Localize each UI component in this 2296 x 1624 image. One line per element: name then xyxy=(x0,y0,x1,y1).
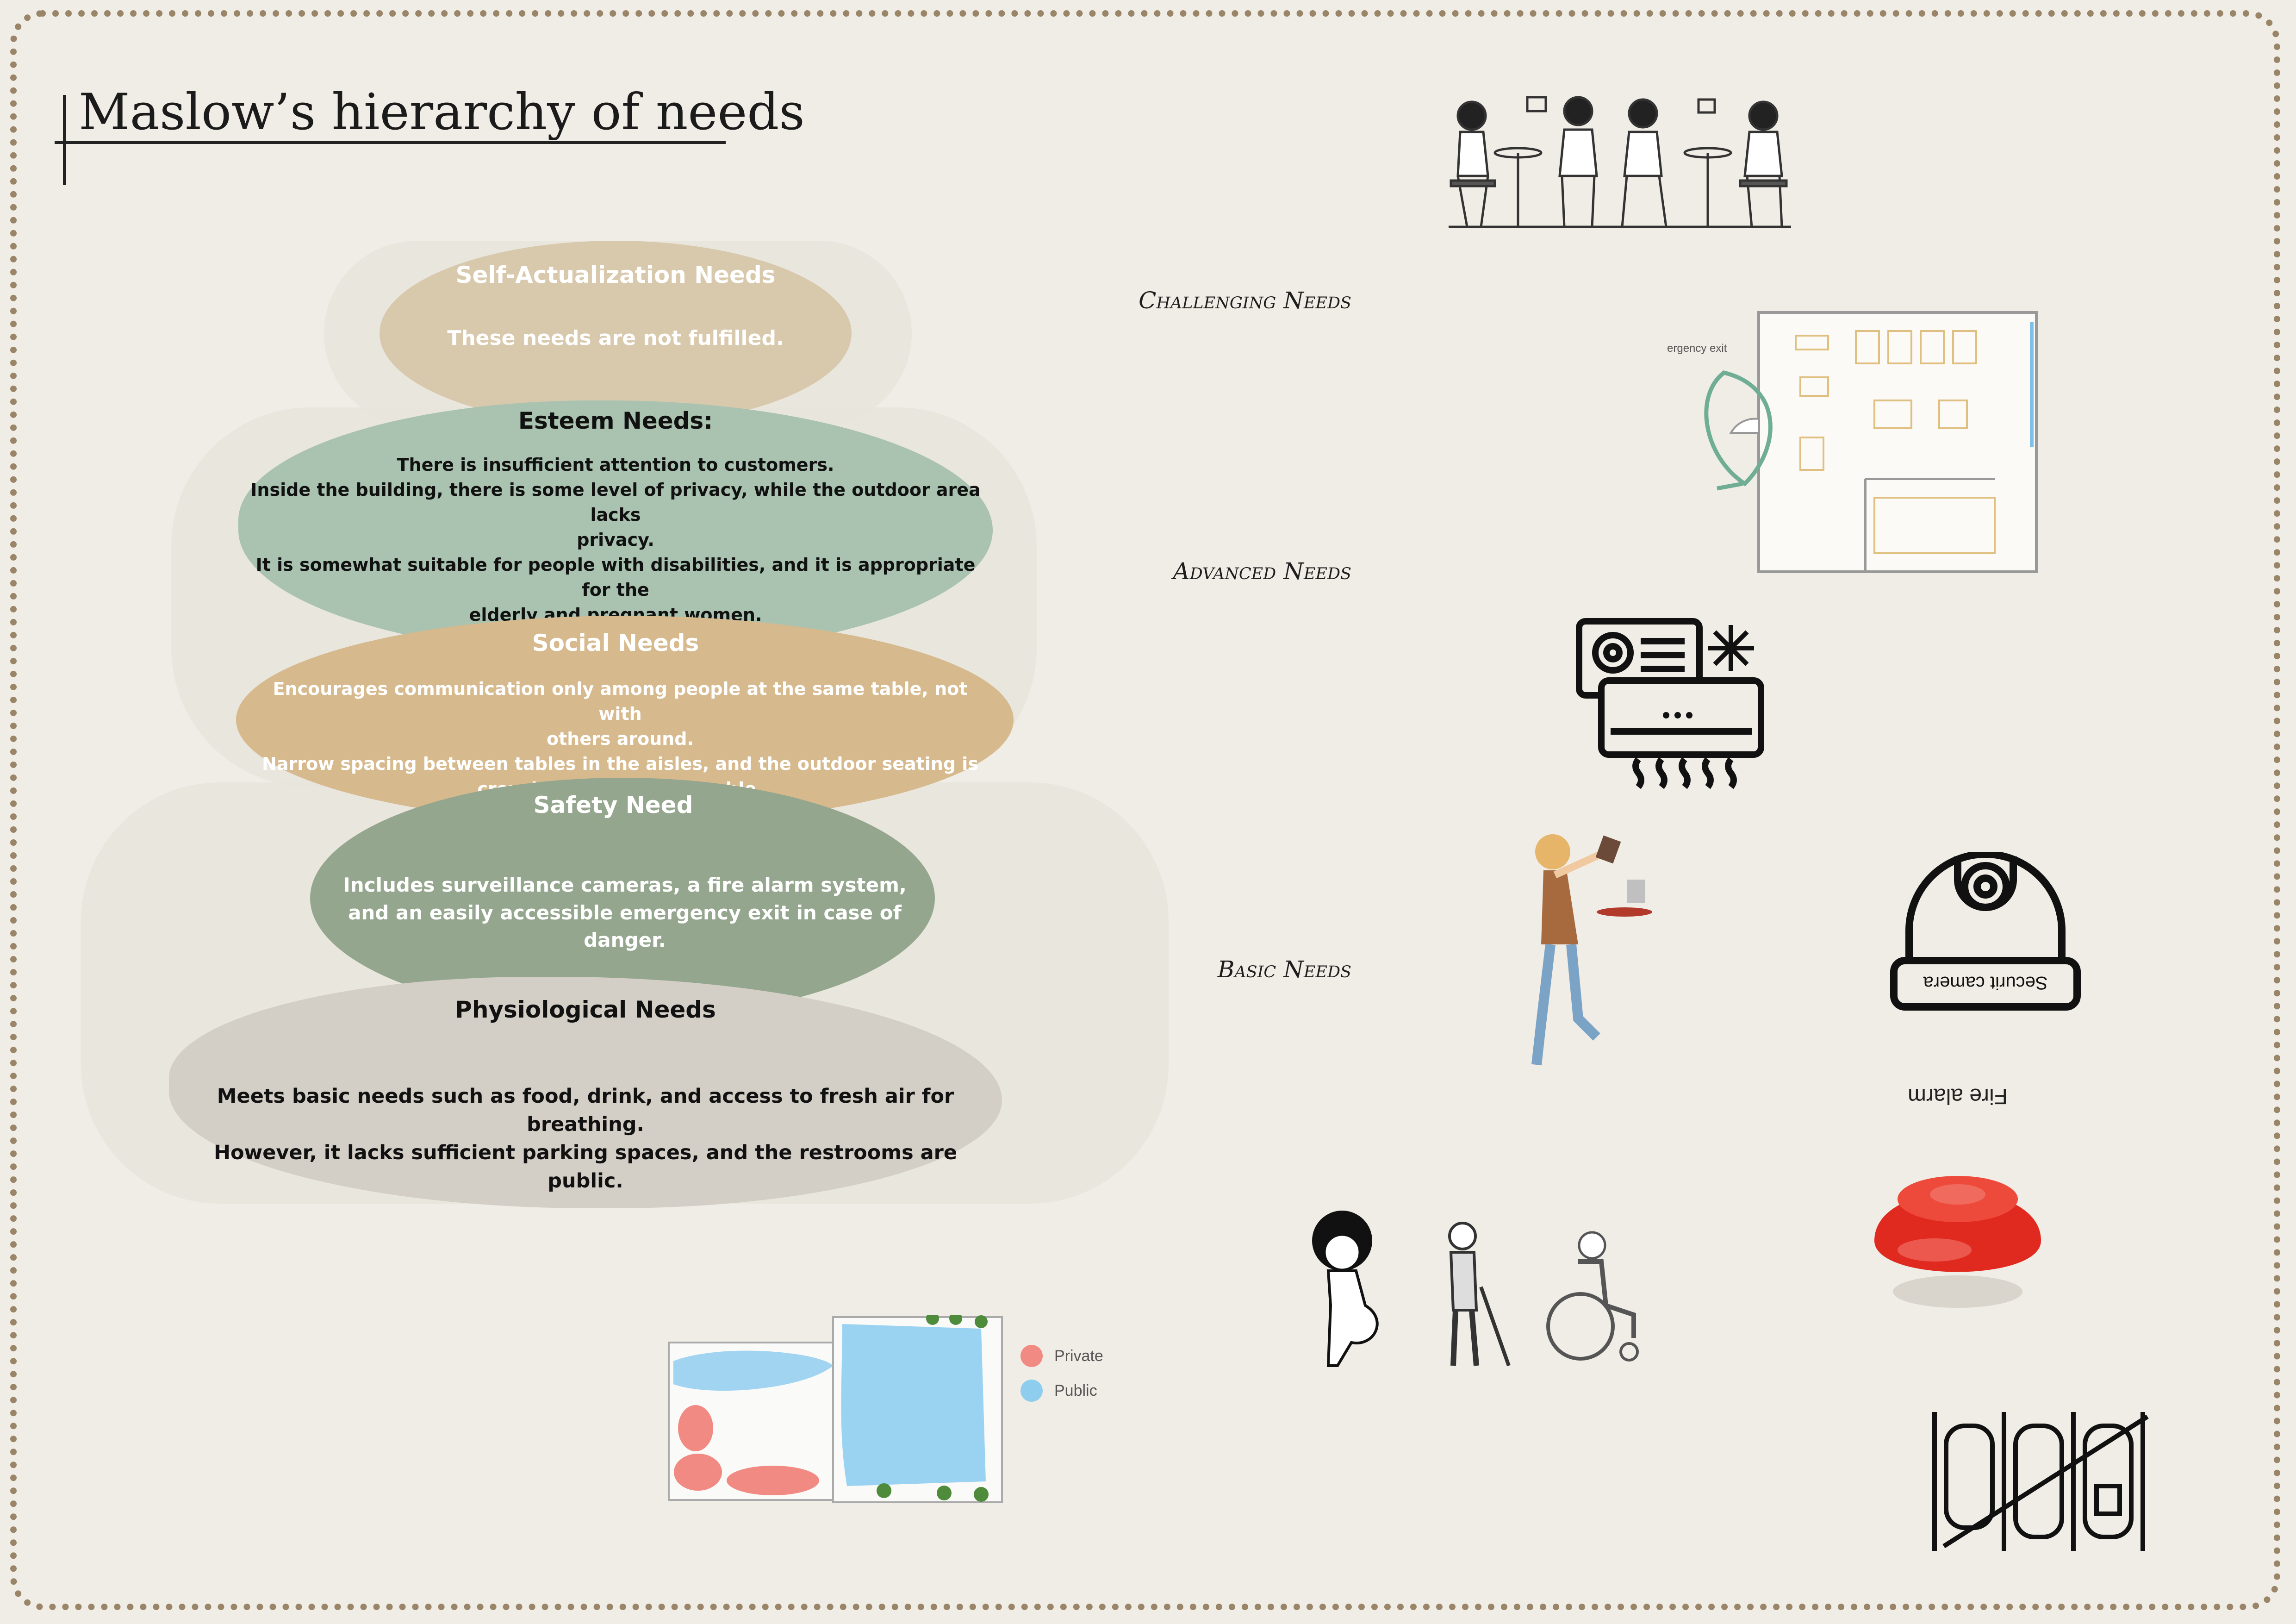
fire-alarm-device xyxy=(1865,1148,2050,1315)
social-heading: Social Needs xyxy=(532,630,699,656)
physiological-blob xyxy=(169,977,1002,1208)
fire-alarm-label: Fire alarm xyxy=(1907,1084,2008,1108)
elderly-man-illustration xyxy=(1425,1218,1518,1370)
cafe-people-illustration xyxy=(1439,88,1800,231)
physiological-text: Meets basic needs such as food, drink, a… xyxy=(176,1082,995,1195)
safety-line: and an easily accessible emergency exit … xyxy=(348,901,902,924)
esteem-line: privacy. xyxy=(577,529,654,550)
air-conditioner-icon xyxy=(1574,616,1768,796)
pregnant-woman-illustration xyxy=(1296,1208,1388,1370)
wheelchair-user-illustration xyxy=(1537,1227,1652,1366)
esteem-blob xyxy=(238,400,993,655)
legend-public-label: Public xyxy=(1054,1382,1097,1399)
social-line: Narrow spacing between tables in the ais… xyxy=(262,753,978,774)
physiological-line: Meets basic needs such as food, drink, a… xyxy=(217,1085,954,1137)
challenging-needs-label: Challenging Needs xyxy=(1139,287,1351,314)
safety-text: Includes surveillance cameras, a fire al… xyxy=(324,871,926,954)
dotted-frame xyxy=(10,10,2280,1610)
title-accent-bar xyxy=(63,95,66,185)
page-title: Maslow’s hierarchy of needs xyxy=(79,83,805,141)
advanced-needs-label: Advanced Needs xyxy=(1173,558,1351,585)
barista-illustration xyxy=(1509,824,1661,1074)
esteem-heading: Esteem Needs: xyxy=(518,407,713,434)
title-underline xyxy=(55,141,726,144)
esteem-line: It is somewhat suitable for people with … xyxy=(255,554,976,600)
safety-line: Includes surveillance cameras, a fire al… xyxy=(343,874,907,896)
self-actualization-heading: Self-Actualization Needs xyxy=(455,262,776,288)
security-camera-icon: Securit camera xyxy=(1888,852,2083,1018)
floor-plan: ergency exit xyxy=(1661,308,2050,581)
safety-line: danger. xyxy=(584,929,666,952)
legend-private-label: Private xyxy=(1054,1347,1103,1365)
emergency-exit-label: ergency exit xyxy=(1667,342,1727,355)
parking-icon xyxy=(1925,1407,2157,1555)
legend-private-swatch xyxy=(1020,1345,1043,1367)
esteem-line: There is insufficient attention to custo… xyxy=(397,455,834,475)
safety-heading: Safety Need xyxy=(533,792,693,818)
physiological-line: However, it lacks sufficient parking spa… xyxy=(213,1141,958,1193)
self-actualization-text: These needs are not fulfilled. xyxy=(447,326,784,350)
esteem-line: Inside the building, there is some level… xyxy=(250,479,981,525)
camera-label: Securit camera xyxy=(1923,973,2048,993)
physiological-heading: Physiological Needs xyxy=(455,996,716,1023)
social-line: others around. xyxy=(547,728,694,749)
zoning-plan xyxy=(666,1315,1004,1505)
self-actualization-blob xyxy=(380,241,852,426)
legend-public-swatch xyxy=(1020,1380,1043,1402)
social-line: Encourages communication only among peop… xyxy=(273,679,968,724)
basic-needs-label: Basic Needs xyxy=(1217,956,1351,983)
